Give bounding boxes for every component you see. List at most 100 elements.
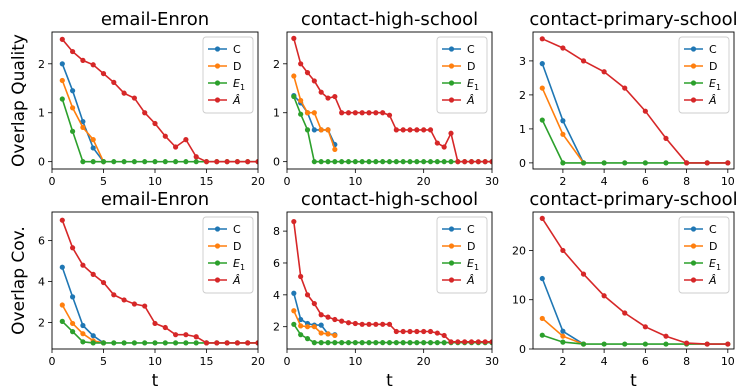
data-point (234, 159, 240, 165)
y-tick-label: 0 (519, 343, 526, 356)
data-point (352, 320, 358, 327)
data-point (100, 279, 107, 286)
data-point (142, 159, 148, 165)
data-point (441, 144, 447, 150)
data-point (80, 262, 86, 268)
data-point (468, 339, 475, 345)
data-point (325, 95, 331, 101)
data-point (386, 340, 393, 346)
data-point (427, 340, 434, 346)
plot-area (539, 36, 731, 166)
y-tick-label: 4 (273, 289, 280, 302)
data-point (318, 127, 324, 133)
legend-label: Â (466, 274, 475, 287)
data-point (386, 112, 393, 118)
data-point (152, 159, 158, 165)
panel-title: contact-primary-school (529, 9, 737, 30)
legend-label: Â (466, 94, 475, 107)
x-tick-label: 10 (348, 175, 362, 188)
y-tick-label: 6 (38, 235, 45, 248)
y-tick-label: 2 (38, 316, 45, 329)
x-tick-label: 10 (148, 355, 162, 368)
data-point (121, 90, 127, 96)
legend-marker (690, 226, 697, 232)
legend-box (202, 36, 254, 114)
data-point (80, 322, 86, 329)
x-tick-label: 6 (642, 355, 649, 368)
data-point (173, 159, 179, 165)
plot-area (59, 36, 258, 165)
data-point (90, 159, 96, 165)
data-point (291, 290, 297, 296)
legend-marker (448, 243, 455, 249)
y-tick-label: 6 (273, 257, 280, 270)
x-tick-label: 0 (284, 175, 291, 188)
data-point (441, 332, 447, 339)
chart-panel-2: contact-high-school 0 10 20 30 0 1 2 CD E1 Â (273, 9, 499, 188)
data-point (475, 339, 481, 345)
data-point (345, 320, 352, 326)
legend-label: E1 (709, 257, 721, 272)
data-point (539, 61, 545, 67)
data-point (70, 294, 76, 300)
data-point (642, 324, 648, 330)
data-point (291, 93, 297, 100)
legend-label: D (467, 240, 475, 253)
data-point (339, 340, 345, 346)
x-tick-label: 20 (251, 175, 265, 188)
data-point (59, 217, 65, 223)
data-point (59, 61, 65, 67)
legend-marker (214, 260, 221, 266)
data-point (70, 105, 76, 111)
data-point (580, 271, 587, 277)
data-point (318, 330, 324, 336)
x-tick-label: 30 (485, 175, 499, 188)
legend-box (436, 216, 488, 294)
data-point (131, 95, 137, 101)
data-point (462, 159, 468, 165)
y-tick-label: 2 (273, 321, 280, 334)
x-tick-label: 20 (417, 355, 431, 368)
legend-label: Â (708, 94, 717, 107)
data-point (663, 341, 669, 347)
chart-panel-4: email-Enron Overlap Cov. t 0 5 10 15 20 2 4 6 CD E1 Â (9, 189, 265, 389)
data-point (448, 339, 454, 345)
data-point (539, 117, 545, 123)
data-point (304, 70, 311, 76)
data-point (663, 135, 669, 142)
legend-label: E1 (467, 77, 479, 92)
data-point (90, 62, 96, 68)
data-point (441, 340, 447, 346)
legend-marker (214, 63, 221, 69)
data-point (224, 159, 230, 165)
plot-area (291, 35, 492, 165)
legend-marker (214, 243, 221, 249)
data-point (59, 264, 65, 270)
legend-marker (448, 63, 455, 69)
data-point (539, 215, 545, 222)
data-point (421, 340, 427, 346)
data-point (407, 340, 413, 346)
data-point (366, 110, 372, 116)
x-tick-label: 8 (683, 355, 690, 368)
data-point (90, 137, 96, 143)
legend-marker (690, 277, 697, 283)
plot-area (539, 215, 731, 347)
data-point (152, 120, 158, 127)
data-point (59, 96, 65, 102)
y-tick-label: 0 (273, 156, 280, 169)
data-point (90, 340, 96, 346)
data-point (359, 159, 365, 165)
legend-box (202, 216, 254, 294)
data-point (373, 110, 379, 116)
data-point (325, 159, 331, 165)
data-point (560, 131, 566, 137)
data-point (59, 36, 65, 42)
data-point (393, 340, 399, 346)
x-tick-label: 6 (642, 175, 649, 188)
data-point (393, 127, 399, 133)
data-point (90, 333, 96, 339)
data-point (462, 339, 468, 345)
data-point (539, 332, 545, 338)
axes-frame (286, 211, 493, 350)
